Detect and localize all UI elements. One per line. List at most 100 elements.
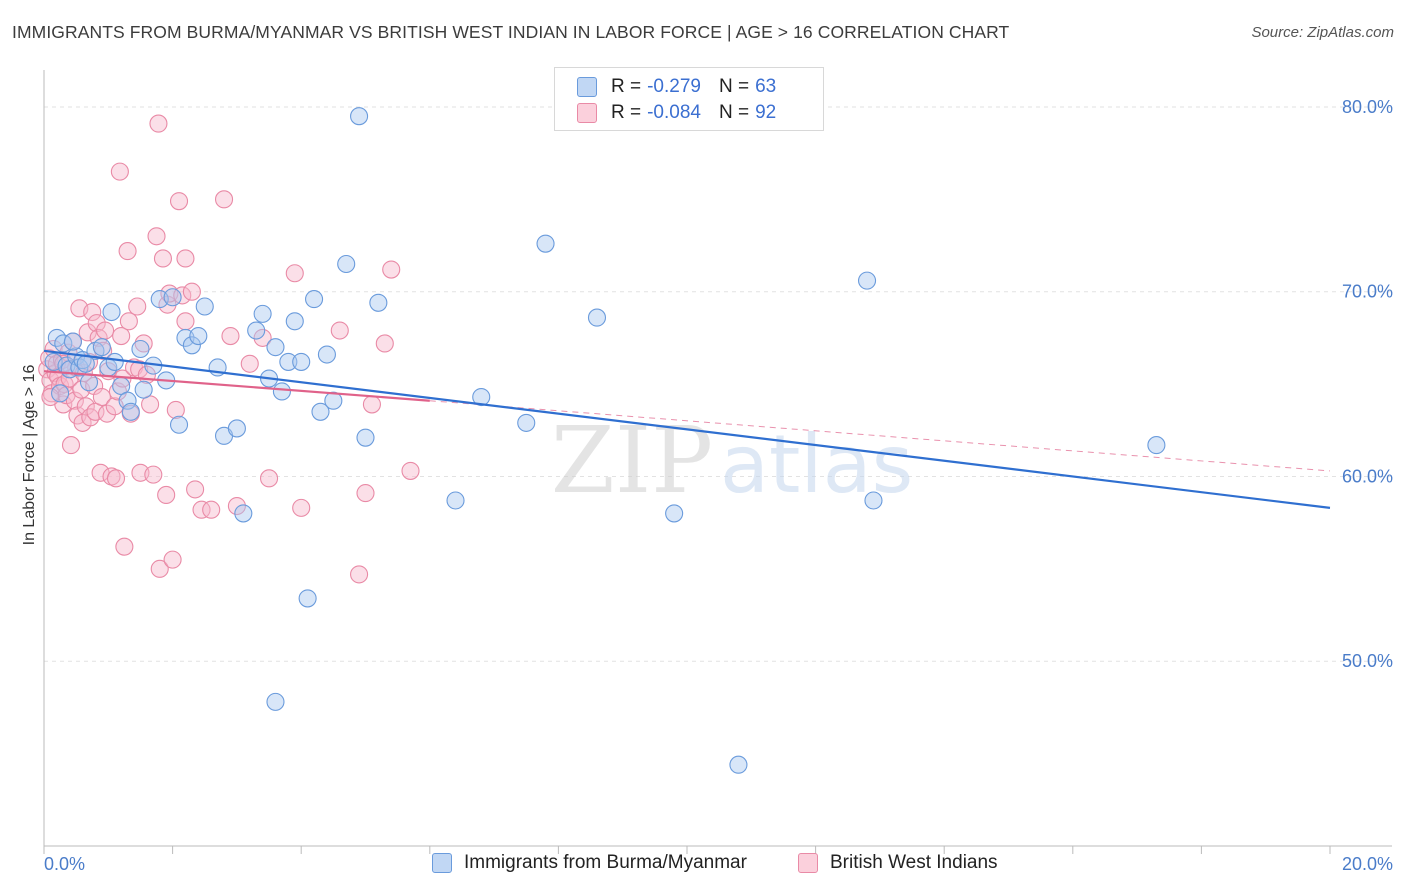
data-point-burma xyxy=(536,234,555,253)
y-tick-label: 80.0% xyxy=(1342,97,1393,117)
tick-labels: 50.0% 60.0% 70.0% 80.0% 0.0% 20.0% xyxy=(44,97,1393,874)
data-point-bwi xyxy=(186,480,205,499)
data-point-burma xyxy=(665,504,684,523)
series-british-west-indians xyxy=(38,114,420,584)
y-tick-label: 60.0% xyxy=(1342,466,1393,486)
data-point-bwi xyxy=(382,260,401,279)
data-point-bwi xyxy=(375,334,394,353)
data-point-burma xyxy=(118,391,137,410)
bottom-legend-burma: Immigrants from Burma/Myanmar xyxy=(432,852,747,874)
data-point-bwi xyxy=(96,321,115,340)
data-point-bwi xyxy=(356,484,375,503)
data-point-burma xyxy=(102,302,121,322)
legend-row-burma: R = -0.279 N = 63 xyxy=(577,75,776,99)
data-point-burma xyxy=(324,391,343,410)
data-point-bwi xyxy=(150,559,169,578)
data-point-burma xyxy=(63,332,82,351)
data-point-burma xyxy=(1147,436,1166,455)
data-point-burma xyxy=(337,254,356,274)
data-point-bwi xyxy=(182,282,201,301)
watermark: ZIP atlas xyxy=(551,407,913,514)
y-tick-label: 50.0% xyxy=(1342,651,1393,671)
watermark-atlas: atlas xyxy=(720,418,913,511)
watermark-zip: ZIP xyxy=(551,407,713,514)
data-point-bwi xyxy=(119,312,138,331)
data-point-bwi xyxy=(112,327,131,346)
data-point-burma xyxy=(272,382,291,401)
data-point-burma xyxy=(587,308,607,327)
data-point-bwi xyxy=(76,397,95,416)
data-point-bwi xyxy=(163,550,182,569)
data-point-burma xyxy=(292,352,311,371)
data-point-burma xyxy=(864,491,883,510)
data-point-bwi xyxy=(401,461,420,480)
bottom-legend-bwi: British West Indians xyxy=(798,852,998,874)
data-point-bwi xyxy=(157,485,176,505)
legend-n-value: 63 xyxy=(755,76,777,97)
series-burma-myanmar xyxy=(44,107,1166,774)
legend-n-label: N = xyxy=(718,102,750,123)
legend-r-value: -0.279 xyxy=(647,76,701,97)
data-point-bwi xyxy=(106,469,126,488)
data-point-bwi xyxy=(92,387,111,407)
source-label: Source: ZipAtlas.com xyxy=(1251,24,1394,41)
data-point-burma xyxy=(121,402,140,421)
data-point-burma xyxy=(182,336,201,355)
data-point-bwi xyxy=(110,162,129,181)
data-point-burma xyxy=(266,338,285,357)
data-point-bwi xyxy=(221,327,240,346)
data-point-bwi xyxy=(362,395,381,414)
bottom-legend-swatch-bwi xyxy=(798,853,818,873)
data-point-bwi xyxy=(144,465,163,484)
data-point-burma xyxy=(266,692,285,711)
grid-lines xyxy=(44,106,1392,662)
data-point-bwi xyxy=(240,354,259,373)
data-point-burma xyxy=(517,413,536,432)
data-point-burma xyxy=(79,373,99,392)
data-point-burma xyxy=(446,491,465,510)
bottom-legend-label-bwi: British West Indians xyxy=(830,852,998,873)
data-point-bwi xyxy=(350,565,369,584)
y-tick-label: 70.0% xyxy=(1342,282,1393,302)
data-point-burma xyxy=(311,402,330,421)
data-point-bwi xyxy=(147,227,166,246)
data-point-burma xyxy=(279,352,298,371)
trend-line-bwi xyxy=(43,370,430,402)
data-point-burma xyxy=(247,321,266,340)
legend-r-label: R = xyxy=(611,76,642,97)
data-point-bwi xyxy=(330,321,349,340)
data-point-burma xyxy=(305,290,324,309)
data-point-bwi xyxy=(169,192,189,211)
y-axis-label: In Labor Force | Age > 16 xyxy=(21,365,38,546)
data-point-burma xyxy=(350,107,369,126)
legend-r-label: R = xyxy=(611,102,642,123)
trend-line-burma xyxy=(43,349,1331,509)
x-tick-label: 20.0% xyxy=(1342,854,1393,874)
data-point-burma xyxy=(857,271,877,290)
data-point-bwi xyxy=(65,391,84,410)
legend-swatch-bwi xyxy=(577,103,597,123)
data-point-burma xyxy=(253,304,272,323)
data-point-burma xyxy=(134,380,153,399)
data-point-bwi xyxy=(134,334,153,353)
data-point-burma xyxy=(189,327,208,346)
bottom-legend-label-burma: Immigrants from Burma/Myanmar xyxy=(464,852,747,873)
data-point-bwi xyxy=(176,312,195,331)
legend-swatch-burma xyxy=(577,77,597,97)
data-point-burma xyxy=(195,297,214,316)
data-point-burma xyxy=(92,338,111,357)
data-point-bwi xyxy=(115,537,134,556)
data-point-burma xyxy=(356,428,375,447)
axes xyxy=(43,70,1392,854)
legend-r-value: -0.084 xyxy=(647,102,701,123)
chart-title: IMMIGRANTS FROM BURMA/MYANMAR VS BRITISH… xyxy=(12,22,1010,42)
data-point-bwi xyxy=(259,469,279,488)
data-point-bwi xyxy=(227,496,246,516)
data-point-bwi xyxy=(61,436,81,455)
data-point-bwi xyxy=(41,387,60,407)
data-point-bwi xyxy=(118,242,137,261)
data-point-burma xyxy=(317,345,336,364)
data-point-burma xyxy=(472,387,491,407)
trend-line-bwi-extended xyxy=(429,400,1331,472)
